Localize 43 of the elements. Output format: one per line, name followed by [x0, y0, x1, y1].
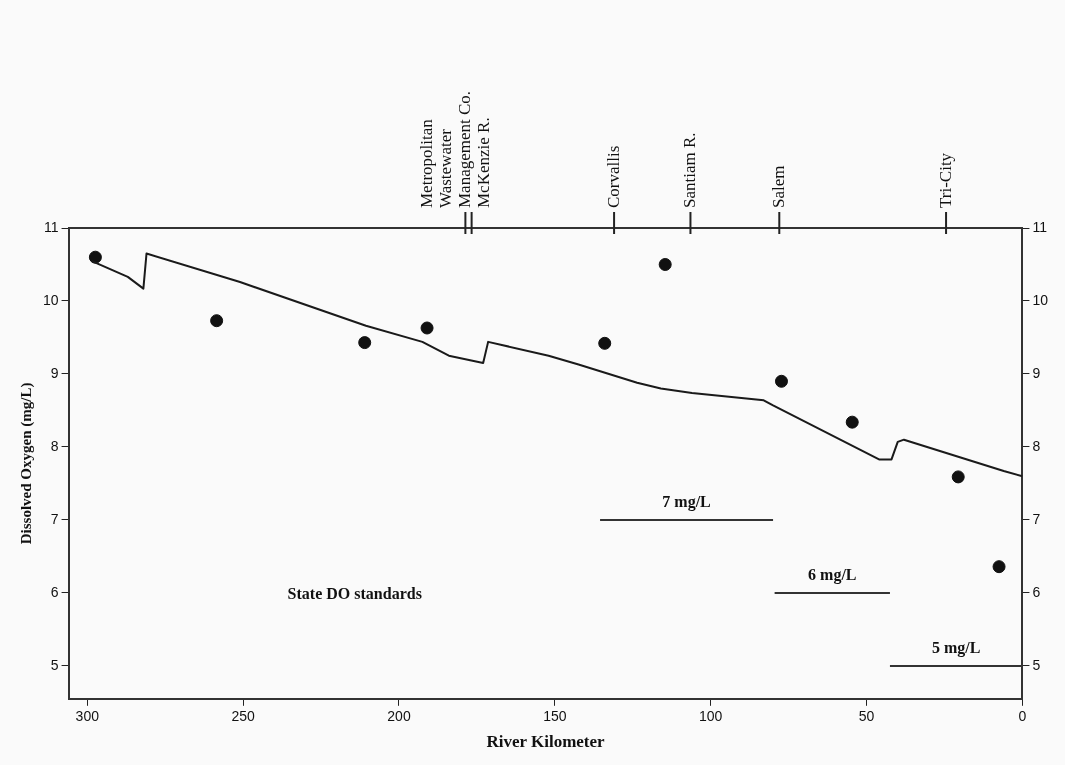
- x-tick-label: 250: [231, 708, 256, 725]
- y2-tick-label: 11: [1032, 218, 1048, 235]
- annotation: State DO standards: [287, 585, 422, 603]
- y-tick-label: 11: [44, 218, 59, 235]
- point: [598, 336, 612, 350]
- ref-line-label: Corvallis: [603, 145, 623, 208]
- series-label: 5 mg/L: [931, 639, 981, 658]
- point: [210, 314, 224, 328]
- point: [774, 374, 788, 388]
- x-tick-label: 200: [387, 708, 411, 725]
- y-tick-label: 8: [50, 437, 59, 454]
- point: [992, 560, 1006, 574]
- x-tick-label: 0: [1018, 708, 1027, 725]
- ref-line-label: McKenzie R.: [473, 117, 493, 208]
- ref-line-label: Tri-City: [935, 152, 955, 208]
- point: [658, 258, 672, 271]
- point: [845, 415, 859, 429]
- y-tick-label: 7: [50, 510, 59, 527]
- x-tick-label: 100: [699, 708, 723, 725]
- x-tick-label: 150: [543, 708, 567, 725]
- point: [420, 321, 434, 335]
- y2-tick-label: 10: [1032, 291, 1049, 308]
- point: [951, 470, 965, 484]
- y-tick-label: 6: [50, 583, 59, 600]
- ref-line-label: Salem: [768, 165, 788, 208]
- y2-tick-label: 5: [1032, 656, 1041, 673]
- y2-tick-label: 9: [1032, 364, 1041, 381]
- y2-tick-label: 7: [1032, 510, 1041, 527]
- y-axis-title: Dissolved Oxygen (mg/L): [17, 382, 35, 545]
- series-label: 7 mg/L: [662, 493, 711, 512]
- y2-tick-label: 6: [1032, 583, 1041, 600]
- series-label: 6 mg/L: [808, 566, 857, 585]
- point: [358, 336, 372, 350]
- x-tick-label: 50: [858, 708, 875, 725]
- y2-tick-label: 8: [1032, 437, 1041, 454]
- y-tick-label: 5: [50, 656, 59, 673]
- ref-line-label: Santiam R.: [679, 132, 699, 208]
- y-tick-label: 10: [42, 291, 59, 308]
- point: [88, 250, 102, 264]
- x-axis-title: River Kilometer: [486, 732, 606, 752]
- y-tick-label: 9: [50, 364, 59, 381]
- x-tick-label: 300: [75, 708, 100, 725]
- ref-line-label: Metropolitan Wastewater Management Co.: [416, 90, 474, 208]
